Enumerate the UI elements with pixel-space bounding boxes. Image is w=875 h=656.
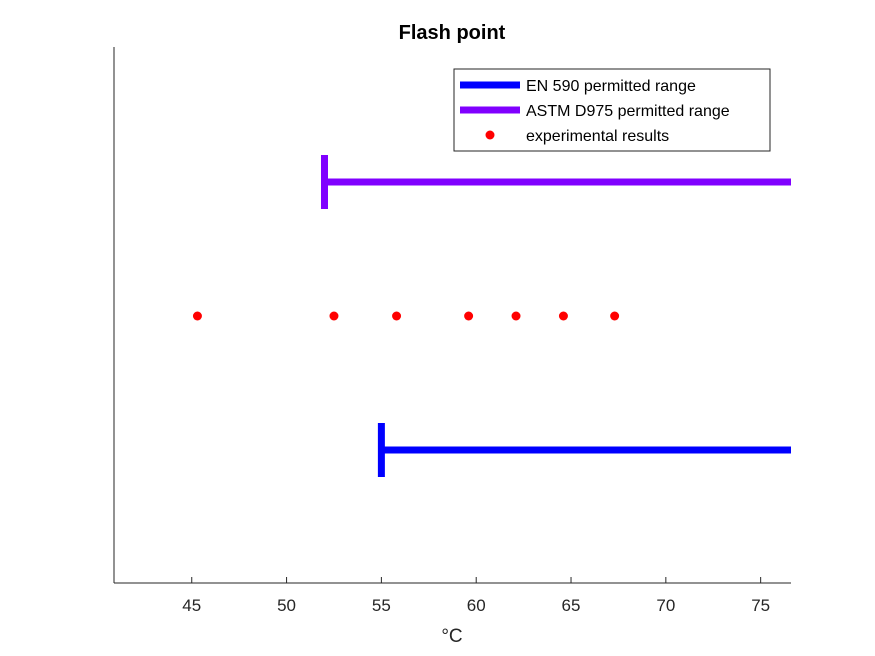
chart-title: Flash point bbox=[399, 22, 506, 44]
x-tick-label: 55 bbox=[372, 596, 391, 615]
legend: EN 590 permitted range ASTM D975 permitte… bbox=[453, 68, 771, 152]
legend-label: EN 590 permitted range bbox=[526, 78, 696, 95]
x-tick-label: 60 bbox=[467, 596, 486, 615]
data-point bbox=[392, 311, 402, 321]
legend-label: ASTM D975 permitted range bbox=[526, 103, 730, 120]
x-tick-label: 50 bbox=[277, 596, 296, 615]
data-point bbox=[329, 311, 339, 321]
data-point bbox=[558, 311, 568, 321]
x-tick-label: 45 bbox=[182, 596, 201, 615]
x-tick-label: 75 bbox=[751, 596, 770, 615]
data-point bbox=[610, 311, 620, 321]
plot-area bbox=[113, 47, 791, 584]
x-axis-ticks: 45 50 55 60 65 70 75 bbox=[182, 577, 770, 615]
data-point bbox=[511, 311, 521, 321]
x-axis-label: °C bbox=[441, 626, 462, 647]
x-tick-label: 70 bbox=[656, 596, 675, 615]
data-point bbox=[192, 311, 202, 321]
x-tick-label: 65 bbox=[562, 596, 581, 615]
legend-swatch bbox=[485, 130, 495, 140]
legend-label: experimental results bbox=[526, 128, 669, 145]
data-point bbox=[464, 311, 474, 321]
